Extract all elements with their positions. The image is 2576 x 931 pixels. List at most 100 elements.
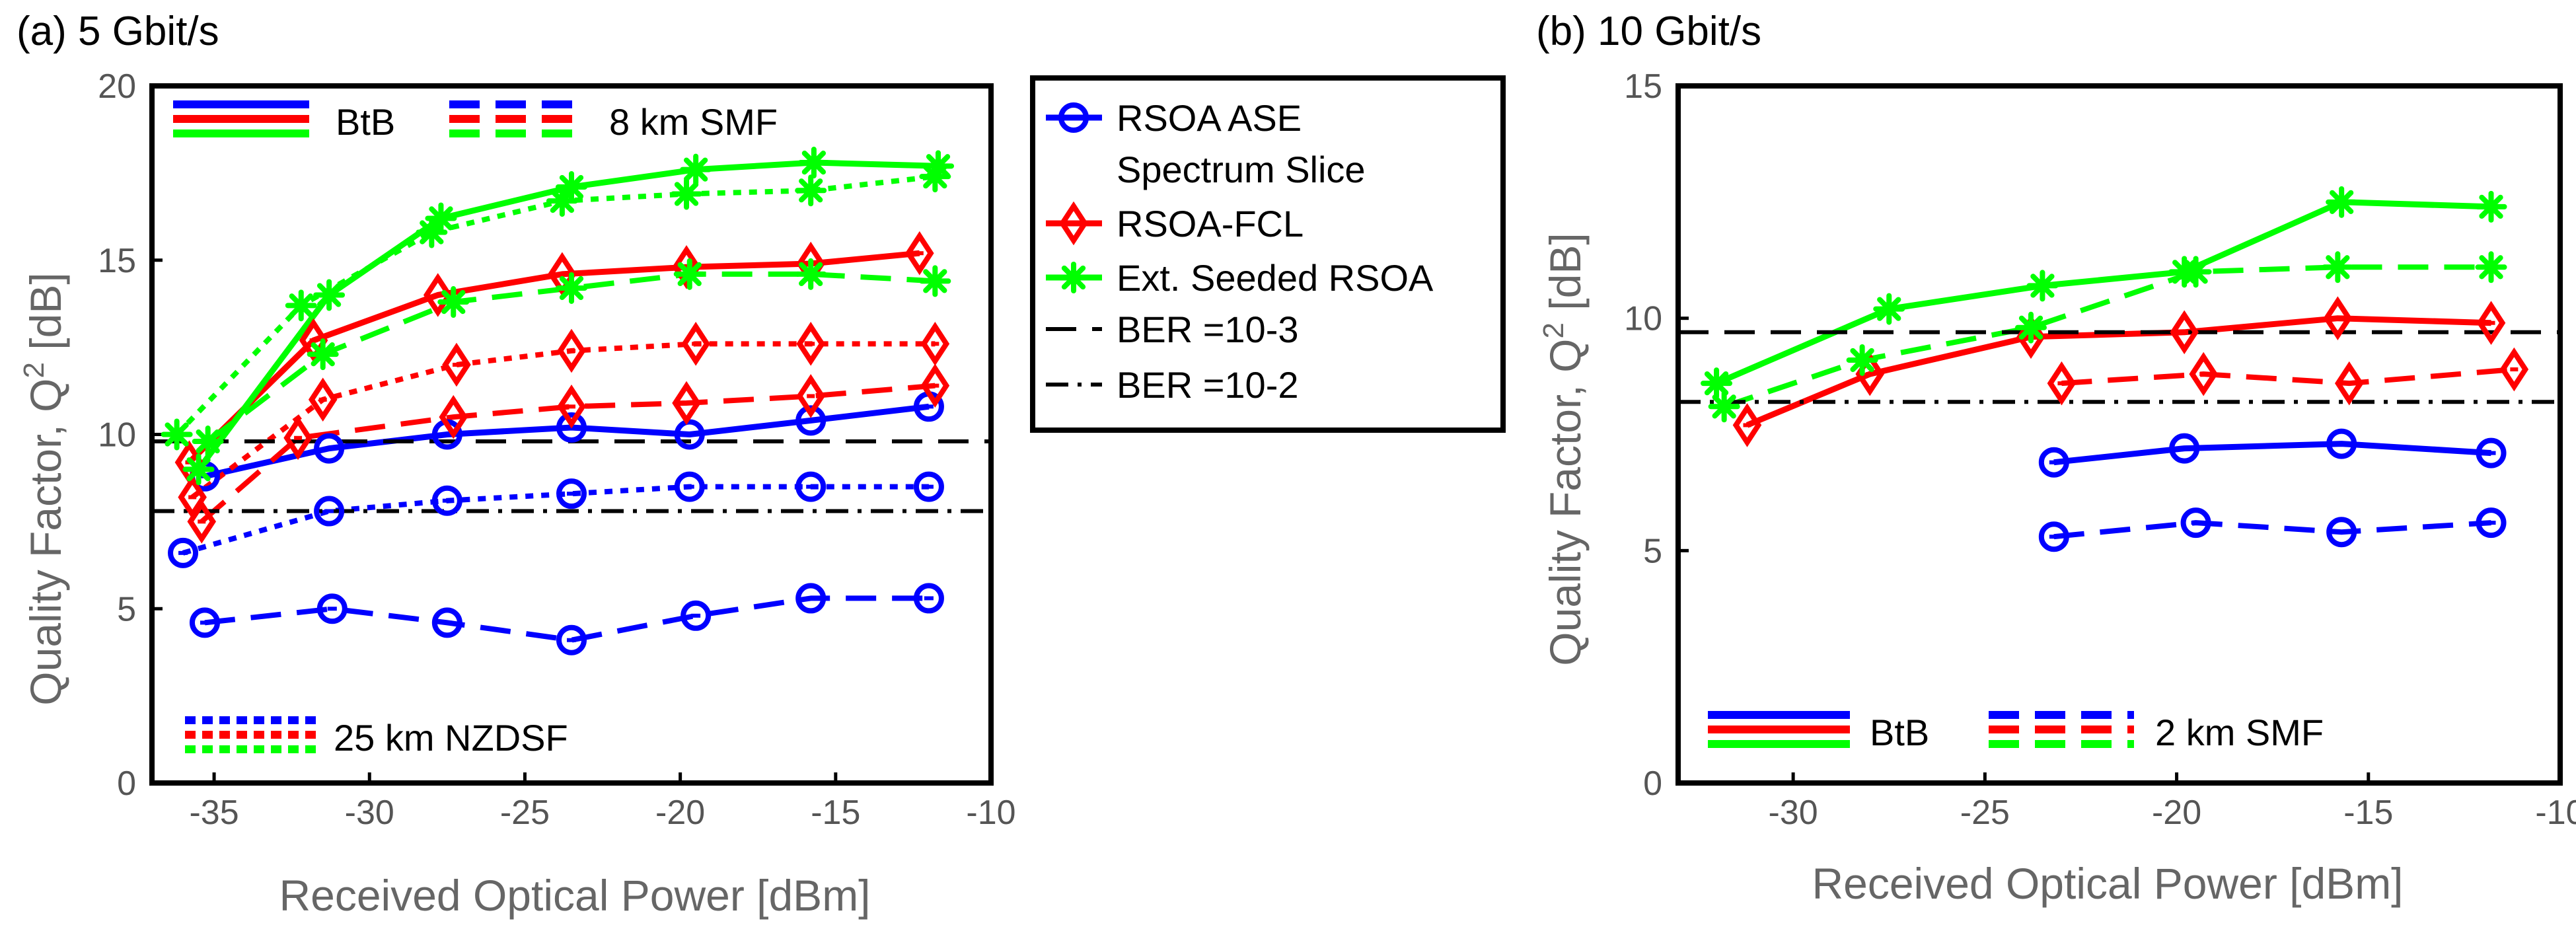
panel-a-series-1-point bbox=[431, 607, 462, 638]
panel-a-ytick-label: 15 bbox=[98, 242, 136, 280]
panel-a-xtick-label: -20 bbox=[655, 794, 705, 832]
shared-legend-label-line: RSOA ASE bbox=[1117, 97, 1302, 139]
panel-a-legend-smf-label: 8 km SMF bbox=[609, 101, 778, 143]
panel-a-series-6-point bbox=[182, 453, 215, 486]
panel-a-legend-nzdsf-label: 25 km NZDSF bbox=[334, 717, 568, 759]
panel-b-series bbox=[1678, 186, 2560, 552]
shared-legend-label-3: BER =10-3 bbox=[1117, 309, 1299, 350]
panel-b-xtick-label: -30 bbox=[1769, 794, 1818, 832]
panel-a-series-2-point bbox=[795, 471, 827, 502]
panel-a-series-7-point bbox=[673, 258, 706, 290]
panel-a-series-4-point bbox=[920, 363, 950, 408]
panel-a-series-7-point bbox=[919, 265, 951, 297]
panel-a-series-5-point bbox=[308, 377, 338, 422]
panel-b-series-3-point bbox=[2047, 361, 2077, 406]
panel-a-series-8-point bbox=[795, 174, 827, 207]
panel-a-series-8-point bbox=[919, 161, 951, 193]
shared-legend-label-1: RSOA-FCL bbox=[1117, 203, 1304, 244]
panel-b-series-5-point bbox=[2475, 251, 2507, 283]
panel-b-xtick-label: -25 bbox=[1960, 794, 2010, 832]
panel-a-ticks: -35 -30 -25 -20 -15 -10 0 5 10 15 20 bbox=[98, 67, 1015, 832]
panel-b-xtick-label: -15 bbox=[2343, 794, 2393, 832]
shared-legend-label-0: RSOA ASE Spectrum Slice bbox=[1117, 97, 1366, 190]
panel-a-xlabel: Received Optical Power [dBm] bbox=[279, 871, 870, 920]
panel-b-ytick-label: 5 bbox=[1643, 532, 1662, 570]
panel-b-series-2-point bbox=[2170, 310, 2199, 355]
panel-a-series-3-point bbox=[905, 231, 934, 276]
panel-b-legend-smf-label: 2 km SMF bbox=[2155, 712, 2324, 753]
panel-b-series-4-point bbox=[2475, 190, 2507, 223]
panel-b-inner-legend-bottom: BtB 2 km SMF bbox=[1708, 711, 2324, 753]
panel-a-ylabel-unit: [dB] bbox=[21, 272, 70, 362]
panel-b-series-1-point bbox=[2476, 507, 2507, 539]
panel-a-series-4-point bbox=[672, 381, 701, 426]
panel-b-series-0-point bbox=[2326, 428, 2357, 459]
panel-b-xtick-label: -20 bbox=[2152, 794, 2201, 832]
panel-a-xtick-label: -30 bbox=[345, 794, 394, 832]
panel-a-ylabel-main: Quality Factor, Q bbox=[21, 379, 70, 706]
panel-a-series-1-point bbox=[189, 607, 220, 638]
panel-a-series-8-point bbox=[161, 418, 193, 451]
panel-a-series-4-point bbox=[439, 394, 468, 439]
panel-a-series-1-point bbox=[681, 600, 712, 631]
panel-a-series-2-point bbox=[431, 485, 462, 516]
panel-b-ytick-label: 10 bbox=[1624, 300, 1662, 338]
panel-a-series-7-point bbox=[556, 272, 587, 304]
panel-a-series-0-point bbox=[314, 433, 345, 464]
panel-a-series-2-point bbox=[314, 496, 345, 527]
panel-b-series-line-3 bbox=[2061, 367, 2515, 387]
panel-b-title: (b) 10 Gbit/s bbox=[1536, 9, 1761, 54]
panel-a-series-5-point bbox=[557, 328, 586, 373]
panel-b-ylabel-unit: [dB] bbox=[1541, 233, 1590, 322]
panel-b-series-5-point bbox=[2015, 311, 2047, 344]
panel-a: (a) 5 Gbit/s Received Optical Power [dBm… bbox=[17, 9, 1016, 920]
panel-a-ylabel: Quality Factor, Q2 [dB] bbox=[18, 272, 70, 705]
panel-a-series-8-point bbox=[416, 216, 448, 248]
panel-b-series-2-point bbox=[2323, 296, 2353, 340]
panel-b-series-1-point bbox=[2038, 521, 2069, 552]
panel-a-xtick-label: -25 bbox=[500, 794, 550, 832]
panel-a-series-6-point bbox=[680, 153, 712, 186]
panel-b-xlabel: Received Optical Power [dBm] bbox=[1812, 859, 2403, 908]
panel-b-ytick-label: 0 bbox=[1643, 764, 1662, 803]
panel-b-series-0-point bbox=[2038, 447, 2069, 478]
shared-legend-label-line: Spectrum Slice bbox=[1117, 149, 1366, 190]
panel-a-series-1-point bbox=[913, 583, 944, 614]
panel-b-series-1-point bbox=[2180, 507, 2211, 539]
panel-b-ytick-label: 15 bbox=[1624, 67, 1662, 106]
panel-a-series-7-point bbox=[307, 338, 339, 371]
shared-legend: RSOA ASE Spectrum Slice RSOA-FCL Ext. Seede… bbox=[1030, 75, 1506, 433]
panel-b-series-4-point bbox=[1873, 293, 1905, 325]
panel-a-series-3-point bbox=[548, 252, 577, 297]
panel-b-series-4-point bbox=[2326, 186, 2358, 218]
panel-a-axes-frame bbox=[149, 83, 994, 786]
panel-b-series-0-point bbox=[2476, 437, 2507, 468]
panel-b-ticks: -30 -25 -20 -15 -10 0 5 10 15 bbox=[1624, 67, 2576, 832]
panel-a-ylabel-sup: 2 bbox=[18, 362, 50, 378]
panel-a-series-0-point bbox=[795, 405, 827, 436]
panel-a-series-5-point bbox=[442, 342, 471, 387]
panel-a-ytick-label: 10 bbox=[98, 416, 136, 455]
shared-legend-marker-0 bbox=[1058, 102, 1089, 133]
panel-a-series bbox=[152, 147, 991, 655]
panel-b-series-5-point bbox=[1846, 344, 1878, 376]
shared-legend-entries: RSOA ASE Spectrum Slice RSOA-FCL Ext. Seede… bbox=[1046, 97, 1434, 406]
panel-a-series-5-point bbox=[681, 322, 710, 366]
panel-b-series-5-point bbox=[1708, 391, 1740, 423]
panel-a-ytick-label: 20 bbox=[98, 67, 136, 106]
shared-legend-marker-1 bbox=[1059, 201, 1088, 246]
panel-a-series-3-point bbox=[299, 318, 328, 363]
panel-b-series-line-0 bbox=[2053, 441, 2491, 466]
shared-legend-label-2: Ext. Seeded RSOA bbox=[1117, 257, 1434, 299]
panel-b-xtick-label: -10 bbox=[2535, 794, 2576, 832]
panel-a-series-2-point bbox=[913, 471, 944, 502]
panel-b-ylabel-sup: 2 bbox=[1537, 322, 1570, 338]
panel-a-ytick-label: 0 bbox=[117, 764, 136, 803]
shared-legend-label-line: BER =10-3 bbox=[1117, 309, 1299, 350]
panel-a-series-8-point bbox=[546, 185, 578, 217]
panel-b-series-line-1 bbox=[2053, 520, 2491, 540]
panel-b-series-line-4 bbox=[1715, 199, 2491, 387]
panel-b: (b) 10 Gbit/s Received Optical Power [dB… bbox=[1536, 9, 2576, 908]
panel-a-xtick-label: -35 bbox=[189, 794, 239, 832]
